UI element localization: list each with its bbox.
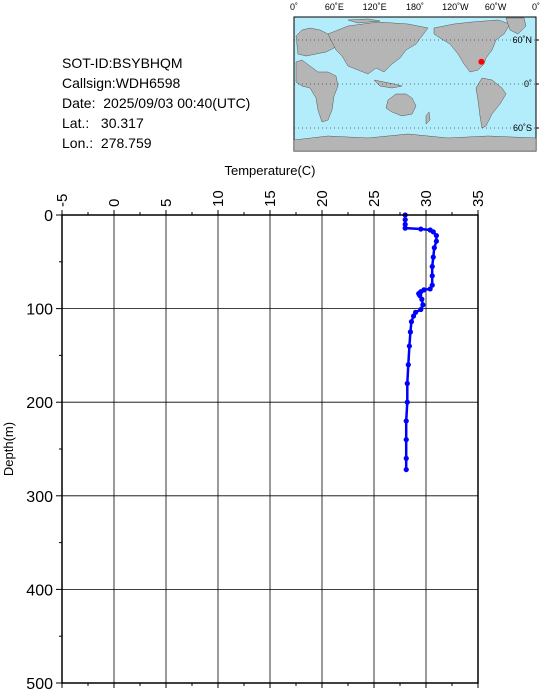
y-tick-label: 100 xyxy=(26,302,53,319)
x-tick-label: 15 xyxy=(262,190,279,207)
profile-point xyxy=(430,229,436,235)
callsign: Callsign:WDH6598 xyxy=(62,75,181,91)
lon-label: Lon.: xyxy=(62,135,94,151)
land-north-america xyxy=(433,19,511,73)
date-value: 2025/09/03 00:40(UTC) xyxy=(103,95,251,111)
location-map: 0˚ 60˚E 120˚E 180˚ 120˚W 60˚W 0˚ xyxy=(288,0,550,152)
x-tick-label: 5 xyxy=(158,199,175,207)
land-masses xyxy=(293,17,537,152)
map-lon-label: 60˚E xyxy=(325,2,344,12)
world-map: 0˚ 60˚E 120˚E 180˚ 120˚W 60˚W 0˚ xyxy=(290,2,540,152)
land-antarctica xyxy=(293,133,537,152)
y-tick-label: 500 xyxy=(26,676,53,690)
map-lon-label: 180˚ xyxy=(406,2,424,12)
y-tick-label: 0 xyxy=(44,208,53,225)
x-tick-label: 35 xyxy=(470,190,487,207)
lat-label: Lat.: xyxy=(62,115,90,131)
land-africa xyxy=(295,59,339,123)
date-label: Date: xyxy=(62,95,96,111)
x-axis-title: Temperature(C) xyxy=(224,163,315,178)
profile-point xyxy=(403,466,409,473)
x-tick-label: 30 xyxy=(418,190,435,207)
profile-point xyxy=(402,217,408,223)
lat-line: Lat.: 30.317 xyxy=(62,113,250,133)
profile-point xyxy=(404,380,410,387)
map-lat-label: 60˚S xyxy=(513,123,532,133)
profile-point xyxy=(406,343,412,349)
profile-series xyxy=(402,212,439,473)
profile-point xyxy=(433,232,439,239)
profile-point xyxy=(418,226,424,232)
sot-id: SOT-ID:BSYBHQM xyxy=(62,55,183,71)
profile-point xyxy=(404,399,410,405)
x-tick-labels: -5 0 5 10 15 20 25 30 35 xyxy=(54,190,487,207)
profile-point xyxy=(433,238,439,244)
date-line: Date: 2025/09/03 00:40(UTC) xyxy=(62,93,250,113)
y-axis-title: Depth(m) xyxy=(1,422,16,476)
temperature-depth-chart: Temperature(C) Depth(m) -5 0 5 10 15 20 25 30 35… xyxy=(1,163,487,690)
profile-point xyxy=(429,263,435,270)
land-greenland xyxy=(505,17,527,35)
map-lon-label: 60˚W xyxy=(485,2,507,12)
map-lon-label: 0˚ xyxy=(532,2,540,12)
profile-point xyxy=(420,302,426,308)
profile-point xyxy=(418,306,424,313)
x-tick-label: -5 xyxy=(54,194,71,207)
profile-point xyxy=(402,221,408,227)
profile-point xyxy=(431,245,437,251)
y-tick-label: 300 xyxy=(26,489,53,506)
map-lat-labels: 60˚N 0˚ 60˚S xyxy=(512,35,539,133)
profile-point xyxy=(403,455,409,461)
lon-line: Lon.: 278.759 xyxy=(62,133,250,153)
station-info: SOT-ID:BSYBHQM Callsign:WDH6598 Date: 20… xyxy=(62,53,250,153)
map-gridlines xyxy=(294,39,536,129)
profile-point xyxy=(402,225,408,231)
profile-point xyxy=(430,254,436,260)
chart-grid xyxy=(56,210,479,688)
lon-value: 278.759 xyxy=(100,135,152,151)
map-lon-label: 120˚E xyxy=(363,2,387,12)
land-australia xyxy=(385,93,417,117)
y-tick-label: 400 xyxy=(26,582,53,599)
lat-value: 30.317 xyxy=(100,115,144,131)
x-tick-label: 25 xyxy=(366,190,383,207)
profile-point xyxy=(403,418,409,424)
profile-point xyxy=(427,286,433,292)
map-lat-label: 60˚N xyxy=(512,35,532,45)
land-asia xyxy=(327,21,429,75)
x-tick-label: 10 xyxy=(210,190,227,207)
profile-point xyxy=(410,313,417,319)
x-tick-label: 0 xyxy=(106,199,123,207)
map-lat-label: 0˚ xyxy=(524,79,532,89)
plot-frame xyxy=(61,214,479,684)
profile-line xyxy=(403,215,438,470)
map-lon-label: 120˚W xyxy=(442,2,469,12)
land-south-america xyxy=(475,77,507,129)
x-tick-label: 20 xyxy=(314,190,331,207)
land-indonesia xyxy=(373,79,403,89)
profile-point xyxy=(419,296,425,302)
profile-point xyxy=(407,329,413,335)
profile-point xyxy=(405,362,411,368)
y-tick-labels: 0 100 200 300 400 500 xyxy=(26,208,53,690)
profile-point xyxy=(403,437,409,443)
profile-point xyxy=(408,319,415,325)
profile-point xyxy=(429,273,435,279)
map-lon-label: 0˚ xyxy=(290,2,298,12)
land-new-zealand xyxy=(425,111,431,125)
float-location-marker xyxy=(478,58,485,65)
y-tick-label: 200 xyxy=(26,395,53,412)
land-arctic-islands xyxy=(347,18,381,24)
